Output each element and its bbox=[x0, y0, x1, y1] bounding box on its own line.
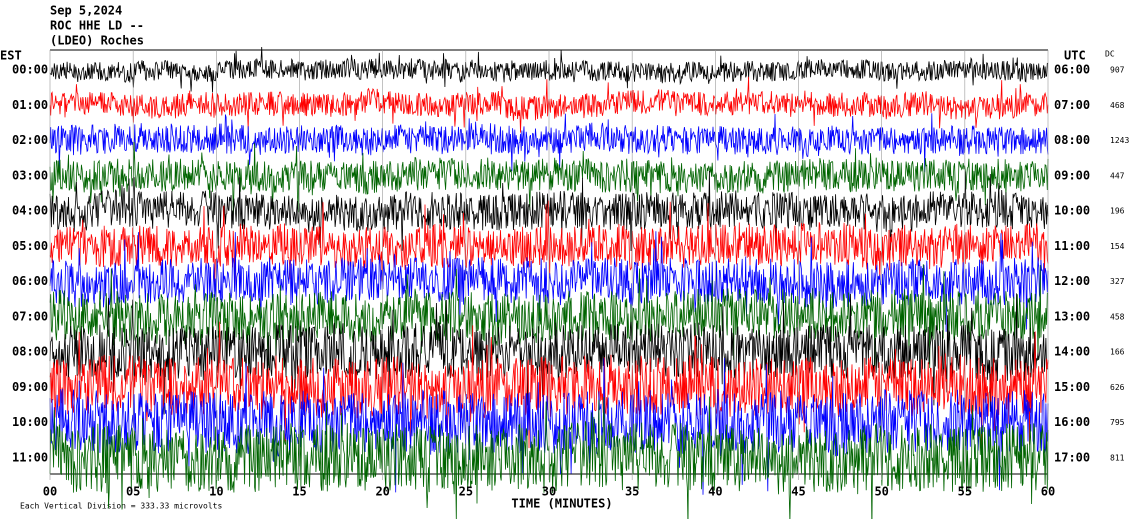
dc-value: 196 bbox=[1110, 207, 1125, 216]
utc-label: 08:00 bbox=[1054, 133, 1090, 147]
dc-value: 811 bbox=[1110, 453, 1125, 462]
est-label: 11:00 bbox=[12, 450, 48, 464]
dc-value: 327 bbox=[1110, 277, 1125, 286]
x-tick-label: 05 bbox=[126, 485, 140, 499]
header-date: Sep 5,2024 bbox=[50, 4, 122, 18]
utc-label: 11:00 bbox=[1054, 239, 1090, 253]
x-tick-label: 20 bbox=[375, 485, 389, 499]
x-tick-label: 40 bbox=[708, 485, 722, 499]
left-zone: EST bbox=[0, 49, 22, 63]
est-label: 10:00 bbox=[12, 415, 48, 429]
est-label: 02:00 bbox=[12, 133, 48, 147]
dc-value: 468 bbox=[1110, 101, 1125, 110]
utc-label: 06:00 bbox=[1054, 63, 1090, 77]
header-network: (LDEO) Roches bbox=[50, 34, 144, 48]
header-station: ROC HHE LD -- bbox=[50, 19, 144, 33]
footer: Each Vertical Division = 333.33 microvol… bbox=[20, 502, 222, 511]
utc-label: 16:00 bbox=[1054, 415, 1090, 429]
est-label: 01:00 bbox=[12, 98, 48, 112]
x-tick-label: 15 bbox=[292, 485, 306, 499]
utc-label: 10:00 bbox=[1054, 204, 1090, 218]
utc-label: 13:00 bbox=[1054, 309, 1090, 323]
utc-label: 15:00 bbox=[1054, 380, 1090, 394]
x-tick-label: 10 bbox=[209, 485, 223, 499]
est-label: 00:00 bbox=[12, 63, 48, 77]
dc-value: 166 bbox=[1110, 348, 1125, 357]
est-label: 03:00 bbox=[12, 168, 48, 182]
utc-label: 12:00 bbox=[1054, 274, 1090, 288]
utc-label: 17:00 bbox=[1054, 450, 1090, 464]
dc-label: DC bbox=[1105, 50, 1115, 59]
dc-value: 1243 bbox=[1110, 136, 1129, 145]
x-axis-label: TIME (MINUTES) bbox=[511, 497, 612, 511]
dc-value: 907 bbox=[1110, 66, 1125, 75]
x-tick-label: 25 bbox=[459, 485, 473, 499]
x-tick-label: 00 bbox=[43, 485, 57, 499]
est-label: 06:00 bbox=[12, 274, 48, 288]
dc-value: 626 bbox=[1110, 383, 1125, 392]
right-zone: UTC bbox=[1064, 49, 1086, 63]
dc-value: 447 bbox=[1110, 171, 1125, 180]
x-tick-label: 55 bbox=[958, 485, 972, 499]
est-label: 07:00 bbox=[12, 309, 48, 323]
x-tick-label: 35 bbox=[625, 485, 639, 499]
dc-value: 154 bbox=[1110, 242, 1125, 251]
est-label: 05:00 bbox=[12, 239, 48, 253]
est-label: 04:00 bbox=[12, 204, 48, 218]
x-tick-label: 30 bbox=[542, 485, 556, 499]
est-label: 08:00 bbox=[12, 345, 48, 359]
dc-value: 458 bbox=[1110, 312, 1125, 321]
utc-label: 09:00 bbox=[1054, 168, 1090, 182]
x-tick-label: 60 bbox=[1041, 485, 1055, 499]
utc-label: 14:00 bbox=[1054, 345, 1090, 359]
utc-label: 07:00 bbox=[1054, 98, 1090, 112]
dc-value: 795 bbox=[1110, 418, 1125, 427]
x-tick-label: 45 bbox=[791, 485, 805, 499]
est-label: 09:00 bbox=[12, 380, 48, 394]
x-tick-label: 50 bbox=[874, 485, 888, 499]
